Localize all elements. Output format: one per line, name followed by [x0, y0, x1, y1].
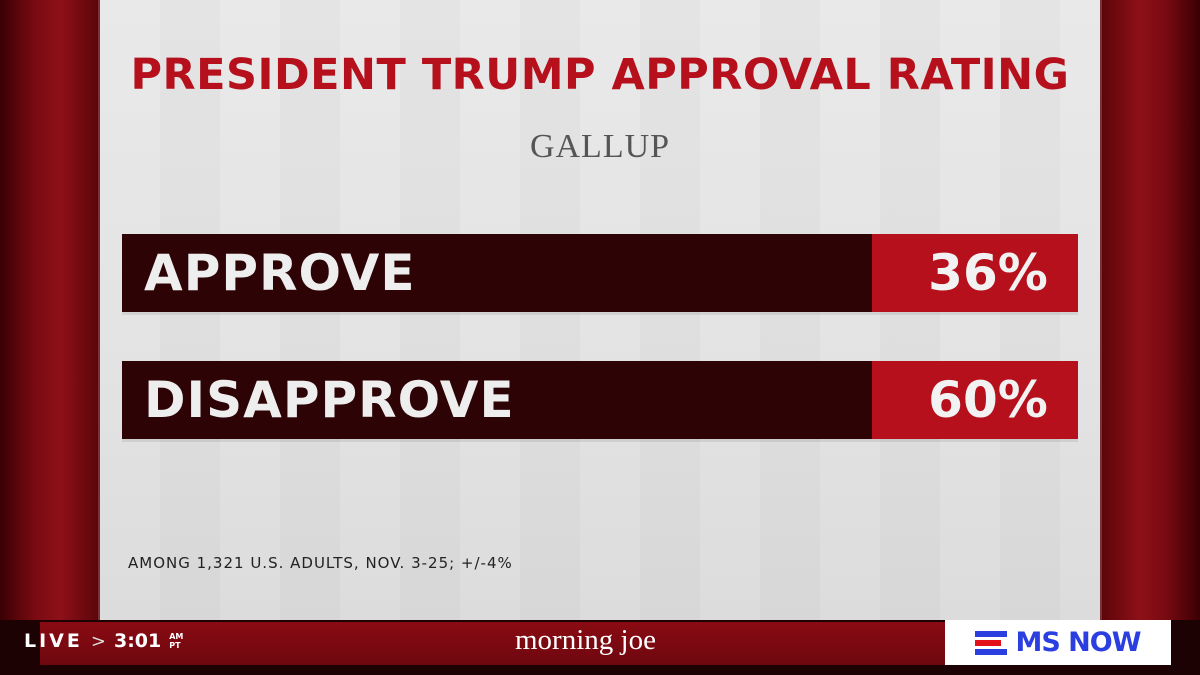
logo-stripe-blue-bottom [975, 648, 1008, 655]
timezone-label: PT [169, 641, 181, 650]
poll-source: GALLUP [529, 128, 671, 165]
left-curtain [0, 0, 100, 620]
logo-stripe-blue-top [975, 630, 1008, 637]
disapprove-value: 60% [872, 361, 1078, 439]
approve-value: 36% [872, 234, 1078, 312]
approve-row: APPROVE 36% [122, 234, 1078, 312]
network-name: MS NOW [1015, 627, 1141, 658]
time-meridiem: AM PT [169, 632, 183, 650]
am-label: AM [169, 632, 184, 641]
graphic-panel: PRESIDENT TRUMP APPROVAL RATING GALLUP A… [100, 0, 1100, 620]
ticker-strip [40, 622, 945, 665]
lower-ticker: LIVE > 3:01 AM PT morning joe MS NOW [0, 620, 1200, 675]
poll-footnote: AMONG 1,321 U.S. ADULTS, NOV. 3-25; +/-4… [128, 554, 513, 572]
logo-stripe-red [975, 639, 1002, 646]
network-logo-icon [975, 630, 1008, 655]
chevron-right-icon: > [90, 630, 106, 652]
show-name: morning joe [515, 624, 656, 656]
disapprove-label: DISAPPROVE [122, 361, 872, 439]
live-indicator: LIVE > 3:01 AM PT [24, 630, 183, 652]
live-label: LIVE [24, 630, 83, 652]
graphic-title: PRESIDENT TRUMP APPROVAL RATING [130, 50, 1070, 100]
network-logo: MS NOW [945, 620, 1171, 665]
disapprove-row: DISAPPROVE 60% [122, 361, 1078, 439]
approve-label: APPROVE [122, 234, 872, 312]
right-curtain [1100, 0, 1200, 620]
broadcast-time: 3:01 [113, 630, 162, 652]
